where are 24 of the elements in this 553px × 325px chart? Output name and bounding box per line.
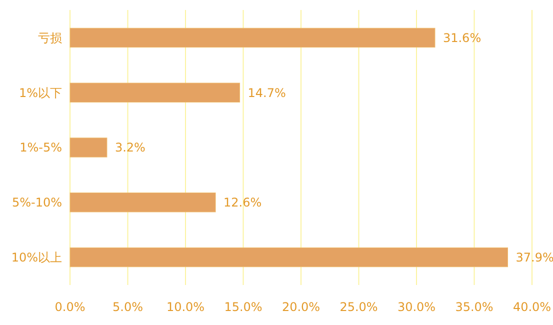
x-tick-label: 5.0% xyxy=(112,300,143,314)
y-tick-label: 1%以下 xyxy=(18,86,62,100)
data-label: 3.2% xyxy=(114,140,146,155)
y-tick-label: 10%以上 xyxy=(11,250,62,264)
y-tick-label: 亏损 xyxy=(38,30,62,45)
x-tick-label: 25.0% xyxy=(340,300,378,314)
x-tick-label: 15.0% xyxy=(224,300,262,314)
x-tick-label: 20.0% xyxy=(282,300,320,314)
x-tick-label: 40.0% xyxy=(512,300,552,314)
bar xyxy=(70,247,508,268)
x-tick-label: 0.0% xyxy=(54,300,86,314)
data-label: 14.7% xyxy=(248,86,286,100)
x-tick-label: 35.0% xyxy=(455,300,494,314)
bar xyxy=(70,82,240,102)
bar xyxy=(70,28,436,48)
data-label: 37.9% xyxy=(516,250,553,264)
bar xyxy=(70,192,216,212)
y-tick-label: 5%-10% xyxy=(12,196,62,210)
x-tick-label: 10.0% xyxy=(166,300,205,314)
x-tick-label: 30.0% xyxy=(397,300,436,314)
y-tick-label: 1%-5% xyxy=(20,140,62,155)
data-label: 12.6% xyxy=(224,196,262,210)
bar xyxy=(70,138,108,158)
data-label: 31.6% xyxy=(442,30,482,45)
